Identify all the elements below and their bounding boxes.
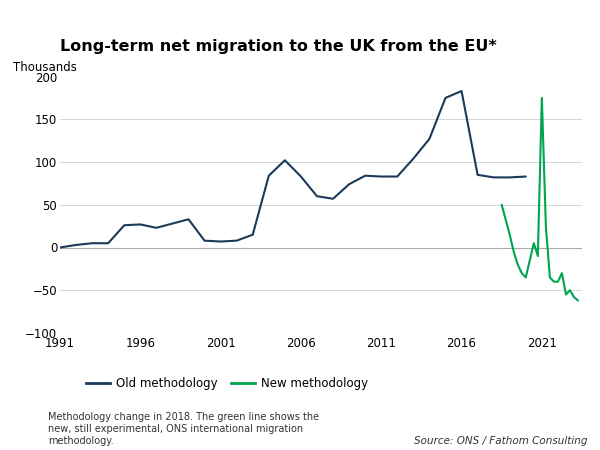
Line: Old methodology: Old methodology (60, 91, 526, 248)
New methodology (571, 294, 578, 300)
Old methodology (458, 88, 465, 94)
New methodology (550, 279, 557, 284)
Old methodology (169, 221, 176, 226)
Old methodology (313, 194, 320, 199)
New methodology (506, 232, 514, 238)
New methodology (498, 202, 505, 207)
Old methodology (394, 174, 401, 179)
Old methodology (185, 216, 192, 222)
New methodology (559, 270, 566, 276)
Old methodology (506, 175, 514, 180)
New methodology (514, 262, 521, 267)
Old methodology (217, 239, 224, 244)
Old methodology (442, 95, 449, 101)
Old methodology (474, 172, 481, 177)
Old methodology (233, 238, 240, 243)
Old methodology (121, 223, 128, 228)
New methodology (534, 253, 541, 259)
Old methodology (377, 174, 385, 179)
New methodology (510, 249, 517, 255)
New methodology (566, 288, 574, 293)
Old methodology (265, 173, 272, 178)
New methodology (530, 240, 538, 246)
Old methodology (104, 240, 112, 246)
Old methodology (490, 175, 497, 180)
Old methodology (362, 173, 369, 178)
New methodology (574, 298, 581, 303)
New methodology (526, 257, 533, 263)
Old methodology (73, 242, 80, 248)
Old methodology (346, 181, 353, 187)
Old methodology (298, 174, 305, 179)
New methodology (518, 270, 526, 276)
New methodology (522, 274, 529, 280)
Old methodology (281, 158, 289, 163)
Text: Source: ONS / Fathom Consulting: Source: ONS / Fathom Consulting (415, 436, 588, 446)
New methodology (542, 224, 550, 229)
New methodology (538, 95, 545, 101)
Old methodology (329, 196, 337, 202)
Old methodology (137, 222, 144, 227)
Legend: Old methodology, New methodology: Old methodology, New methodology (82, 372, 373, 395)
Text: Methodology change in 2018. The green line shows the
new, still experimental, ON: Methodology change in 2018. The green li… (48, 412, 319, 446)
New methodology (562, 292, 569, 297)
Old methodology (426, 136, 433, 142)
Old methodology (249, 232, 256, 238)
Old methodology (89, 240, 96, 246)
Text: Thousands: Thousands (13, 61, 77, 74)
Old methodology (410, 156, 417, 161)
Old methodology (153, 225, 160, 230)
Old methodology (201, 238, 208, 243)
Old methodology (56, 245, 64, 250)
Line: New methodology: New methodology (502, 98, 578, 301)
New methodology (554, 279, 562, 284)
Text: Long-term net migration to the UK from the EU*: Long-term net migration to the UK from t… (60, 40, 497, 54)
New methodology (546, 274, 553, 280)
Old methodology (522, 174, 529, 179)
